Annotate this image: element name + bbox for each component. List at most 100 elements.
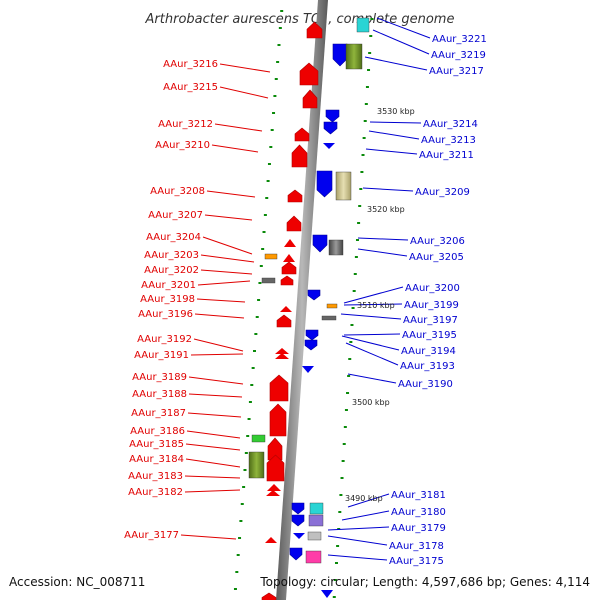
tick-mark <box>350 324 354 326</box>
gene-label[interactable]: AAur_3210 <box>155 140 210 151</box>
gene-label[interactable]: AAur_3197 <box>403 315 458 326</box>
tick-mark <box>367 69 371 71</box>
gene-label[interactable]: AAur_3179 <box>391 523 446 534</box>
gene-label[interactable]: AAur_3200 <box>405 283 460 294</box>
leader-line <box>185 458 241 468</box>
gene-label[interactable]: AAur_3219 <box>431 50 486 61</box>
leader-line <box>376 17 431 39</box>
leader-line <box>188 376 244 385</box>
leader-line <box>327 535 388 546</box>
gene-label[interactable]: AAur_3199 <box>404 300 459 311</box>
gene-label[interactable]: AAur_3184 <box>129 454 184 465</box>
tick-mark <box>248 401 252 403</box>
tick-mark <box>358 205 362 207</box>
tick-mark <box>365 86 369 88</box>
gene-label[interactable]: AAur_3205 <box>409 252 464 263</box>
tick-mark <box>272 112 276 114</box>
tick-mark <box>251 367 255 369</box>
kbp-label: 3510 kbp <box>357 301 395 310</box>
tick-mark <box>265 197 269 199</box>
tick-mark <box>353 273 357 275</box>
gene-label[interactable]: AAur_3207 <box>148 210 203 221</box>
tick-mark <box>258 282 262 284</box>
gene-label[interactable]: AAur_3204 <box>146 232 201 243</box>
gene-label[interactable]: AAur_3180 <box>391 507 446 518</box>
tick-mark <box>235 571 239 573</box>
tick-mark <box>269 146 273 148</box>
tick-mark <box>240 503 244 505</box>
gene-label[interactable]: AAur_3221 <box>432 34 487 45</box>
reverse-gene <box>293 533 305 539</box>
forward-gene <box>266 454 285 482</box>
gene-label[interactable]: AAur_3190 <box>398 379 453 390</box>
gene-label[interactable]: AAur_3213 <box>421 135 476 146</box>
tick-mark <box>362 137 366 139</box>
gene-label[interactable]: AAur_3194 <box>401 346 456 357</box>
gene-label[interactable]: AAur_3216 <box>163 59 218 70</box>
gene-label[interactable]: AAur_3182 <box>128 487 183 498</box>
gene-label[interactable]: AAur_3198 <box>140 294 195 305</box>
tick-mark <box>354 256 358 258</box>
gene-label[interactable]: AAur_3196 <box>138 309 193 320</box>
gene-label[interactable]: AAur_3188 <box>132 389 187 400</box>
gene-label[interactable]: AAur_3203 <box>144 250 199 261</box>
gene-label[interactable]: AAur_3215 <box>163 82 218 93</box>
tick-mark <box>342 443 346 445</box>
gene-label[interactable]: AAur_3209 <box>415 187 470 198</box>
leader-line <box>184 489 241 493</box>
kbp-label: 3500 kbp <box>352 398 390 407</box>
forward-gene <box>275 353 289 359</box>
tick-mark <box>250 384 254 386</box>
forward-gene <box>294 127 310 142</box>
forward-gene <box>269 374 289 402</box>
gene-label[interactable]: AAur_3191 <box>134 350 189 361</box>
tick-mark <box>339 494 343 496</box>
leader-line <box>196 298 246 303</box>
gene-label[interactable]: AAur_3189 <box>132 372 187 383</box>
leader-line <box>327 526 390 531</box>
tick-mark <box>263 214 267 216</box>
gene-label[interactable]: AAur_3183 <box>128 471 183 482</box>
leader-line <box>341 510 390 521</box>
tick-mark <box>338 511 342 513</box>
gene-label[interactable]: AAur_3185 <box>129 439 184 450</box>
leader-line <box>204 214 253 221</box>
gene-label[interactable]: AAur_3178 <box>389 541 444 552</box>
reverse-gene <box>323 143 335 149</box>
gene-label[interactable]: AAur_3181 <box>391 490 446 501</box>
tick-mark <box>244 452 248 454</box>
gene-label[interactable]: AAur_3206 <box>410 236 465 247</box>
tick-mark <box>277 44 281 46</box>
leader-line <box>343 286 404 304</box>
gene-label[interactable]: AAur_3211 <box>419 150 474 161</box>
gene-label[interactable]: AAur_3195 <box>402 330 457 341</box>
gene-label[interactable]: AAur_3177 <box>124 530 179 541</box>
tick-mark <box>336 545 340 547</box>
reverse-gene <box>332 43 348 67</box>
purple-feature <box>308 514 324 527</box>
tick-mark <box>239 520 243 522</box>
gene-label[interactable]: AAur_3208 <box>150 186 205 197</box>
leader-line <box>372 29 430 55</box>
gene-label[interactable]: AAur_3175 <box>389 556 444 567</box>
forward-gene <box>283 254 295 262</box>
gene-label[interactable]: AAur_3217 <box>429 66 484 77</box>
gene-label[interactable]: AAur_3193 <box>400 361 455 372</box>
leader-line <box>202 236 253 255</box>
leader-line <box>200 269 253 275</box>
gene-label[interactable]: AAur_3187 <box>131 408 186 419</box>
gene-label[interactable]: AAur_3214 <box>423 119 478 130</box>
kbp-label: 3520 kbp <box>367 205 405 214</box>
gene-label[interactable]: AAur_3202 <box>144 265 199 276</box>
tan-feature <box>335 171 352 201</box>
right-gene-labels: AAur_3221 AAur_3219 AAur_3217 AAur_3214 … <box>389 34 487 567</box>
gene-label[interactable]: AAur_3201 <box>141 280 196 291</box>
gene-label[interactable]: AAur_3192 <box>137 334 192 345</box>
tick-mark <box>364 103 368 105</box>
gene-label[interactable]: AAur_3186 <box>130 426 185 437</box>
forward-gene <box>266 490 280 496</box>
gene-label[interactable]: AAur_3212 <box>158 119 213 130</box>
leader-line <box>368 130 420 140</box>
accession-text: Accession: NC_008711 <box>9 575 145 589</box>
leader-line <box>180 534 237 540</box>
